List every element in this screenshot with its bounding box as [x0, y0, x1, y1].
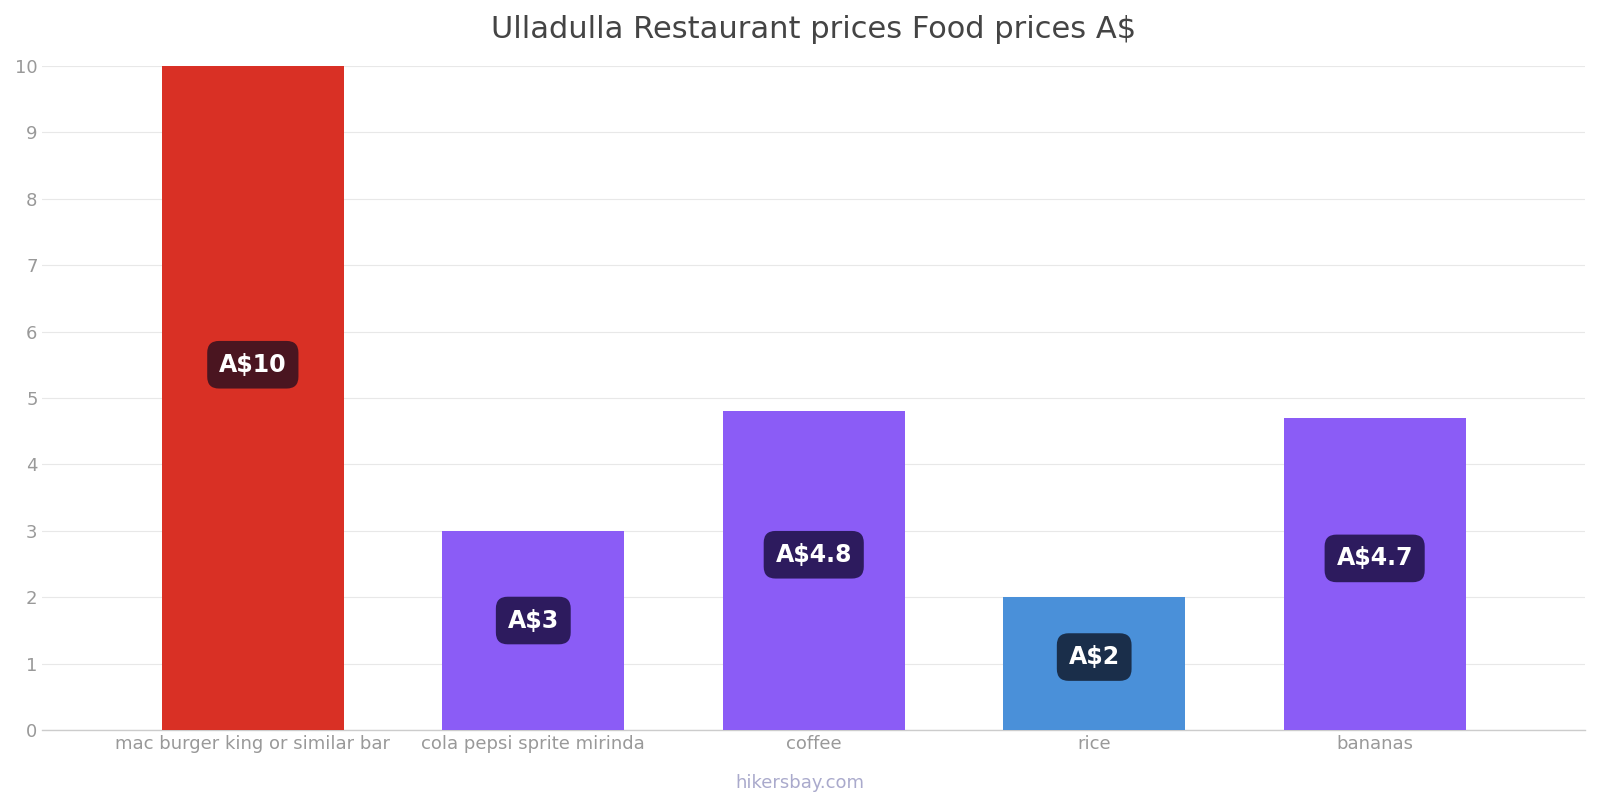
Text: hikersbay.com: hikersbay.com [736, 774, 864, 792]
Text: A$4.8: A$4.8 [776, 542, 851, 566]
Bar [1003, 598, 1186, 730]
Title: Ulladulla Restaurant prices Food prices A$: Ulladulla Restaurant prices Food prices … [491, 15, 1136, 44]
Text: A$2: A$2 [1069, 645, 1120, 669]
Bar [1283, 418, 1466, 730]
Text: A$10: A$10 [219, 353, 286, 377]
Text: A$4.7: A$4.7 [1336, 546, 1413, 570]
Bar [442, 531, 624, 730]
Text: A$3: A$3 [507, 609, 558, 633]
Bar [162, 66, 344, 730]
Bar [723, 411, 906, 730]
